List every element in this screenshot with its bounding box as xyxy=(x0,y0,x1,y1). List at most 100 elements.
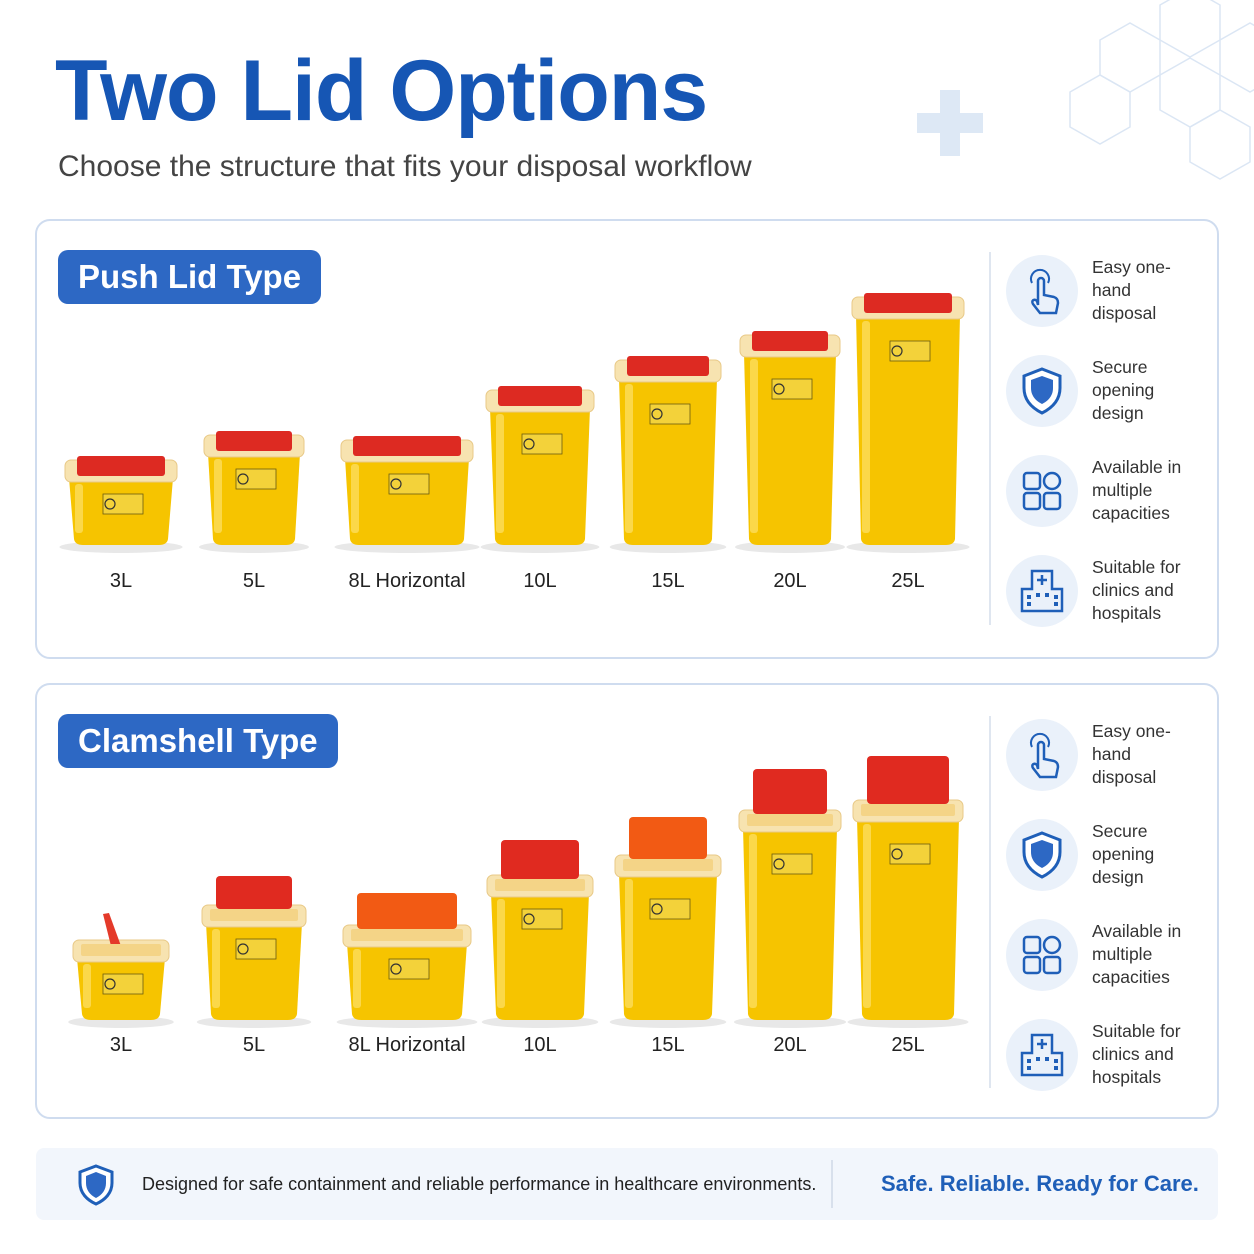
container xyxy=(735,331,845,553)
hazard-symbol xyxy=(891,848,903,860)
hospital-icon-window xyxy=(1054,602,1058,606)
icon-circle xyxy=(1006,719,1078,791)
hospital-icon-window xyxy=(1027,602,1031,606)
container xyxy=(847,756,969,1028)
container-highlight xyxy=(862,321,870,533)
hazard-symbol xyxy=(104,978,116,990)
feature-text: Suitable for clinics and hospitals xyxy=(1092,1021,1181,1087)
grid-icon-cell xyxy=(1022,491,1042,511)
feature-text: Easy one-hand disposal xyxy=(1092,721,1171,787)
grid-icon-cell xyxy=(1042,491,1062,511)
clamshell-lid xyxy=(216,876,292,909)
hazard-symbol xyxy=(523,913,535,925)
feature-text: Available in multiple capacities xyxy=(1092,921,1182,987)
hazard-symbol xyxy=(651,408,663,420)
container-highlight xyxy=(749,834,757,1008)
hazard-symbol xyxy=(773,858,785,870)
hand-icon xyxy=(1031,740,1060,779)
product-label: 8L Horizontal xyxy=(348,1034,466,1056)
product-label: 3L xyxy=(109,570,133,592)
hazard-symbol xyxy=(390,478,402,490)
hazard-symbol xyxy=(237,473,249,485)
feature-icon xyxy=(1006,355,1078,427)
hospital-icon-cross xyxy=(1037,575,1047,585)
container-body xyxy=(490,408,590,545)
hospital-icon-window xyxy=(1054,1066,1058,1070)
hospital-icon-window xyxy=(1054,595,1058,599)
hazard-label xyxy=(649,403,691,425)
hazard-label xyxy=(771,853,813,875)
hospital-icon-window xyxy=(1045,593,1049,597)
hazard-label xyxy=(889,843,931,865)
container-body xyxy=(491,893,589,1020)
hazard-label xyxy=(235,938,277,960)
hazard-label xyxy=(235,468,277,490)
feature-icon xyxy=(1006,1019,1078,1091)
hospital-icon-window xyxy=(1054,1059,1058,1063)
push-lid xyxy=(864,293,952,313)
feature-text: Secure opening design xyxy=(1092,357,1155,423)
container-opening xyxy=(861,804,955,816)
container-highlight xyxy=(750,359,758,533)
container xyxy=(59,456,183,553)
container-highlight xyxy=(863,824,871,1008)
container-body xyxy=(619,873,717,1020)
title: Two Lid Options xyxy=(55,43,708,139)
clamshell-lid xyxy=(753,769,827,814)
feature-text: Easy one-hand disposal xyxy=(1092,257,1171,323)
container-opening xyxy=(747,814,833,826)
container-highlight xyxy=(351,464,359,533)
container xyxy=(481,840,599,1028)
container-body xyxy=(856,315,960,545)
container xyxy=(846,293,970,553)
container-highlight xyxy=(625,879,633,1008)
hand-icon-ring xyxy=(1030,268,1050,284)
hazard-symbol xyxy=(891,345,903,357)
container xyxy=(733,769,847,1028)
product-label: 3L xyxy=(109,1034,133,1056)
hazard-label xyxy=(102,973,144,995)
grid-icon-cell xyxy=(1022,955,1042,975)
hospital-icon-window xyxy=(1045,1057,1049,1061)
hospital-icon-window xyxy=(1027,1066,1031,1070)
push-lid xyxy=(353,436,461,456)
hazard-symbol xyxy=(104,498,116,510)
container-opening xyxy=(623,859,713,871)
clamshell-lid xyxy=(867,756,949,804)
hazard-symbol xyxy=(237,943,249,955)
product-label: 5L xyxy=(242,570,266,592)
hazard-symbol xyxy=(523,438,535,450)
product-label: 8L Horizontal xyxy=(348,570,466,592)
product-label: 5L xyxy=(242,1034,266,1056)
grid-icon-cell xyxy=(1042,935,1062,955)
hazard-label xyxy=(649,898,691,920)
container-body xyxy=(345,458,469,545)
hazard-symbol xyxy=(773,383,785,395)
hospital-icon-window xyxy=(1027,595,1031,599)
product-label: 25L xyxy=(891,1034,925,1056)
subtitle: Choose the structure that fits your disp… xyxy=(58,150,752,183)
container-highlight xyxy=(497,899,505,1008)
product-label: 15L xyxy=(651,570,685,592)
push-lid xyxy=(77,456,165,476)
hazard-symbol xyxy=(390,963,402,975)
feature-text: Available in multiple capacities xyxy=(1092,457,1182,523)
icon-circle xyxy=(1006,255,1078,327)
feature-icon xyxy=(1006,555,1078,627)
feature-icon xyxy=(1006,255,1078,327)
container-highlight xyxy=(353,949,361,1008)
push-lid xyxy=(627,356,709,376)
container-highlight xyxy=(214,459,222,533)
grid-icon-cell xyxy=(1022,471,1042,491)
grid-icon-cell xyxy=(1042,955,1062,975)
hospital-icon-window xyxy=(1036,1057,1040,1061)
section-badge: Push Lid Type xyxy=(58,250,322,304)
feature-icon xyxy=(1006,819,1078,891)
product-label: 10L xyxy=(523,1034,557,1056)
feature-text: Secure opening design xyxy=(1092,821,1155,887)
hospital-icon-cross xyxy=(1037,1039,1047,1049)
container-highlight xyxy=(212,929,220,1008)
shield-icon-fill xyxy=(1031,840,1053,868)
container-opening xyxy=(351,929,463,941)
